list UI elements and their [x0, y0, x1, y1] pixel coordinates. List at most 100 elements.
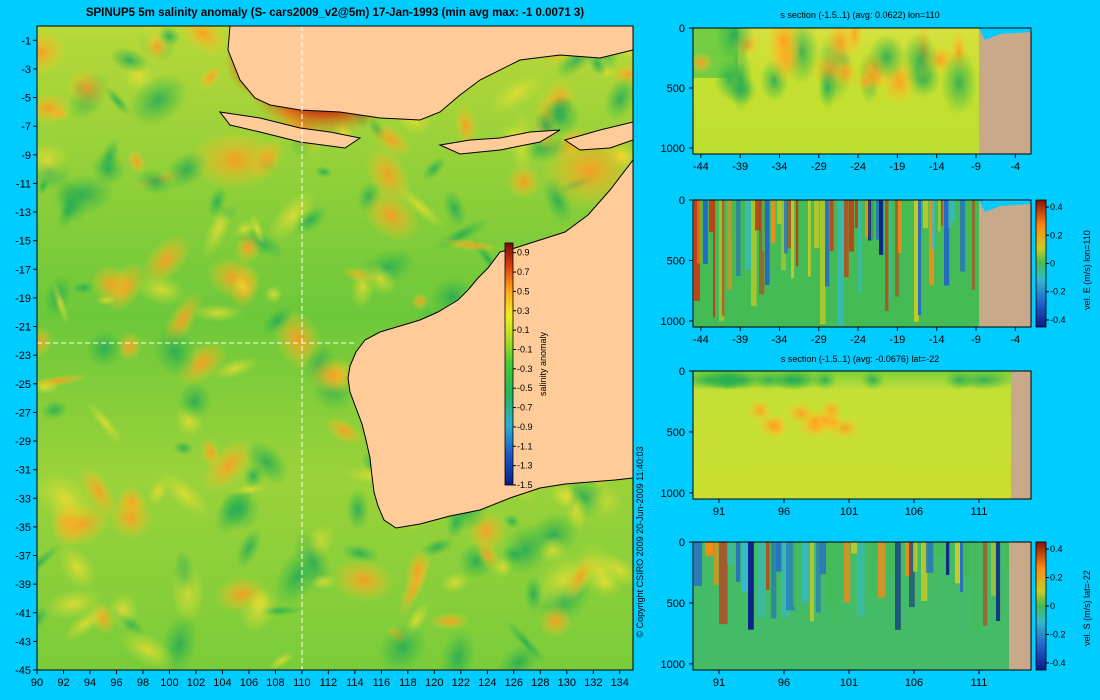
eddy — [245, 440, 290, 486]
velocity-stripe — [921, 542, 928, 602]
section-patch — [867, 33, 906, 81]
panel3-seabed — [1011, 371, 1031, 499]
eddy — [369, 122, 413, 157]
y-tick-label: -11 — [16, 178, 31, 190]
velocity-stripe — [833, 200, 839, 294]
velocity-stripe — [857, 542, 865, 617]
x-tick-label: 102 — [187, 677, 205, 689]
velocity-stripe — [777, 200, 782, 224]
map-frame — [36, 25, 634, 671]
x-tick-label: -19 — [889, 161, 905, 173]
velocity-stripe — [991, 542, 996, 596]
map-y-axis: -1 -3 -5 -7 -9 -11 -13 -15 -17 -19 -21 -23 -25 -27 -29… — [15, 35, 37, 677]
x-tick-label: 128 — [531, 677, 549, 689]
eddy — [37, 92, 71, 125]
velocity-stripe — [820, 200, 826, 325]
x-tick-label: 106 — [905, 506, 923, 518]
x-tick-label: 98 — [137, 677, 149, 689]
panel1-x-axis: -44 -39 -34 -29 -24 -19 -14 -9 -4 — [693, 154, 1020, 173]
eddy — [231, 219, 258, 240]
section-patch — [802, 409, 829, 434]
velocity-stripe — [929, 200, 935, 286]
eddy — [51, 281, 70, 326]
eddy — [235, 528, 262, 568]
eddy — [537, 536, 568, 564]
velocity-stripe — [908, 200, 912, 314]
y-tick-label: 1000 — [661, 316, 685, 328]
eddy — [429, 612, 471, 630]
velocity-stripe — [936, 542, 943, 555]
x-tick-label: 110 — [293, 677, 311, 689]
eddy — [564, 489, 589, 532]
eddy — [37, 543, 62, 586]
eddy — [324, 416, 364, 446]
eddy — [191, 303, 244, 323]
x-tick-label: 106 — [905, 677, 923, 689]
eddy — [141, 234, 191, 286]
eddy — [90, 265, 132, 303]
x-tick-label: 112 — [320, 677, 338, 689]
velocity-stripe — [879, 200, 884, 255]
colorbar-tick-label: 0.3 — [517, 306, 530, 316]
y-tick-label: 1000 — [661, 659, 685, 671]
panel1-frame — [692, 27, 1032, 155]
eddy — [439, 628, 476, 670]
eddy — [506, 164, 542, 200]
velocity-stripe — [727, 542, 734, 564]
velocity-stripe — [888, 542, 895, 575]
velocity-stripe — [814, 200, 820, 249]
colorbar-tick-label: 0.2 — [1050, 230, 1063, 240]
eddy — [87, 401, 124, 445]
y-tick-label: -3 — [21, 64, 31, 76]
velocity-stripe — [895, 200, 899, 297]
velocity-stripe — [787, 200, 793, 249]
panel2-x-axis: -44 -39 -34 -29 -24 -19 -14 -9 -4 — [693, 327, 1020, 346]
y-tick-label: -29 — [15, 436, 31, 448]
section-patch — [714, 371, 769, 390]
velocity-stripe — [759, 200, 765, 295]
panel1-y-axis: 0 500 1000 — [661, 23, 693, 155]
velocity-stripe — [913, 542, 918, 572]
eddy — [91, 151, 126, 186]
eddy — [340, 543, 379, 563]
panel1-field — [693, 28, 978, 116]
eddy — [232, 275, 254, 298]
velocity-stripe — [816, 542, 821, 613]
velocity-stripe — [719, 542, 728, 625]
y-tick-label: 0 — [679, 195, 685, 207]
eddy — [600, 553, 633, 587]
panel2-y-axis: 0 500 1000 — [661, 195, 693, 328]
section-patch — [940, 50, 978, 116]
velocity-stripe — [694, 200, 700, 301]
velocity-stripe — [932, 200, 936, 249]
colorbar-tick-label: 0 — [1050, 259, 1055, 269]
velocity-stripe — [895, 542, 901, 630]
velocity-stripe — [722, 200, 725, 316]
eddy — [268, 189, 317, 243]
eddy — [454, 103, 478, 148]
map-x-axis: 90 92 94 96 98 100 102 104 106 108 110 112 114 116 118… — [31, 670, 629, 689]
panel3-title: s section (-1.5..1) (avg: -0.0676) lat=-… — [781, 354, 939, 364]
velocity-stripe — [736, 200, 741, 277]
velocity-stripe — [844, 542, 851, 603]
x-tick-label: -9 — [971, 334, 981, 346]
section-patch — [693, 51, 714, 74]
colorbar-tick-label: -0.2 — [1050, 629, 1066, 639]
velocity-stripe — [719, 200, 725, 322]
land-java — [218, 111, 362, 149]
eddy — [523, 575, 544, 614]
panel3-y-axis: 0 500 1000 — [661, 366, 693, 500]
x-tick-label: 120 — [425, 677, 443, 689]
eddy — [475, 538, 500, 571]
eddy — [153, 324, 197, 378]
velocity-stripe — [762, 200, 765, 252]
velocity-stripe — [731, 200, 737, 236]
section-patch — [860, 371, 885, 390]
x-tick-label: 91 — [713, 506, 725, 518]
land-australia — [347, 159, 633, 529]
panel4-colorbar-label: vel. S (m/s) lat=-22 — [1082, 570, 1092, 646]
velocity-stripe — [834, 542, 839, 626]
y-tick-label: -13 — [15, 207, 31, 219]
eddy — [116, 332, 143, 361]
y-tick-label: 500 — [667, 255, 685, 267]
